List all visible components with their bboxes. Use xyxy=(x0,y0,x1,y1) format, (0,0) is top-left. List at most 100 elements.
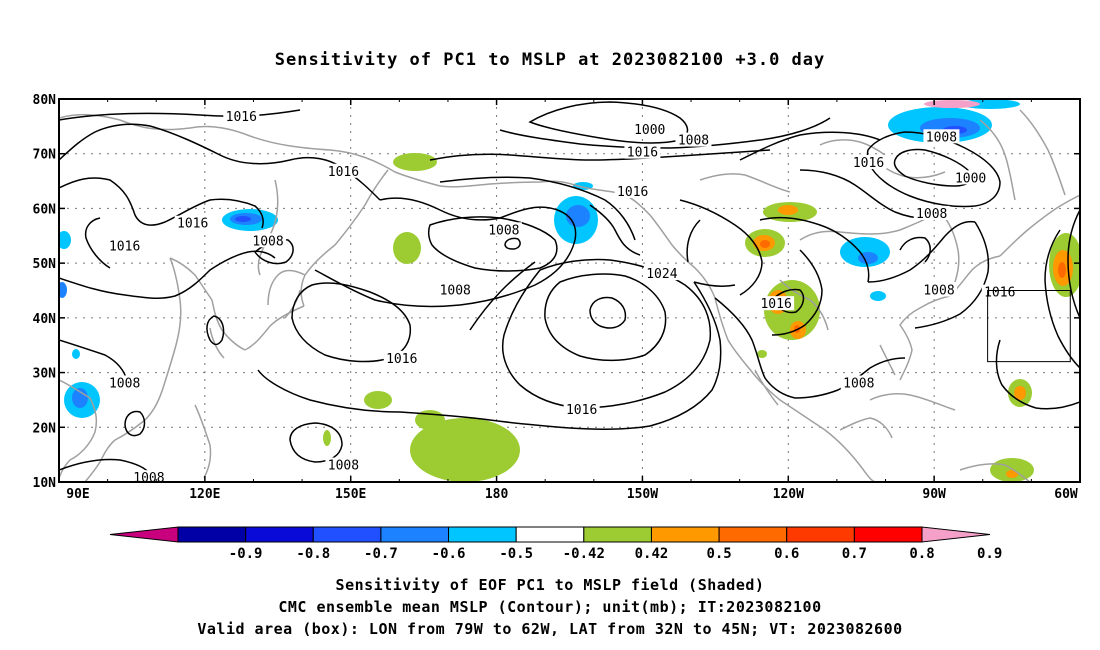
colorbar-label: -0.7 xyxy=(364,546,398,562)
contour-label: 1016 xyxy=(566,403,597,418)
colorbar-swatch xyxy=(853,526,923,543)
contour-label: 1016 xyxy=(627,146,658,161)
footer-line-2: CMC ensemble mean MSLP (Contour); unit(m… xyxy=(278,598,822,616)
colorbar-label: -0.6 xyxy=(432,546,466,562)
colorbar-swatch xyxy=(380,526,450,543)
contour-label-bg xyxy=(981,284,1018,299)
contour-label-bg xyxy=(485,222,522,237)
contour-label: 1016 xyxy=(1084,201,1100,216)
colorbar-swatch xyxy=(177,526,247,543)
colorbar-label: 0.7 xyxy=(842,546,867,562)
contour-label-bg xyxy=(325,457,362,472)
contour-label-bg xyxy=(1081,200,1100,214)
contour-label-bg xyxy=(840,375,877,390)
contour-label-bg xyxy=(614,184,651,199)
contour-label: 1008 xyxy=(109,377,140,392)
contour-label-bg xyxy=(675,132,712,147)
colorbar-label: 0.42 xyxy=(635,546,669,562)
contour-label: 1008 xyxy=(923,284,954,299)
colorbar-swatch xyxy=(312,526,382,543)
contour-label-bg xyxy=(106,238,143,253)
contour-labels: 1016 1016 1016 1016 1008 1008 1008 1016 1008 1008… xyxy=(106,109,1100,486)
lon-tick-label: 60W xyxy=(1054,487,1078,502)
valid-area-box xyxy=(987,290,1071,363)
lon-tick-label: 120W xyxy=(773,487,804,502)
contour-label-bg xyxy=(106,375,143,390)
lat-tick-label: 10N xyxy=(33,476,57,491)
colorbar-label: -0.42 xyxy=(563,546,605,562)
colorbar-swatch xyxy=(583,526,652,543)
contour-label: 1016 xyxy=(984,286,1015,301)
contour-label: 1016 xyxy=(177,217,208,232)
colorbar-label: 0.5 xyxy=(706,546,731,562)
lat-tick-label: 70N xyxy=(33,148,57,163)
colorbar-swatch xyxy=(448,526,517,543)
contour-label: 1000 xyxy=(634,123,665,138)
lon-tick-label: 150E xyxy=(335,487,366,502)
map-title: Sensitivity of PC1 to MSLP at 2023082100… xyxy=(274,50,826,70)
contour-label-bg xyxy=(643,266,680,281)
lat-tick-label: 20N xyxy=(33,421,57,436)
contour-label-bg xyxy=(923,129,960,144)
lat-tick-label: 30N xyxy=(33,367,57,382)
lon-tick-label: 150W xyxy=(627,487,658,502)
colorbar-label: -0.8 xyxy=(296,546,330,562)
contour-label: 1024 xyxy=(646,267,677,282)
contour-label: 1016 xyxy=(386,352,417,367)
footer-line-3: Valid area (box): LON from 79W to 62W, L… xyxy=(197,620,903,638)
colorbar-swatch xyxy=(245,526,314,543)
contour-label: 1016 xyxy=(617,185,648,200)
lat-tick-label: 60N xyxy=(33,202,57,217)
contour-label: 1008 xyxy=(488,223,519,238)
contour-label: 1016 xyxy=(328,165,359,180)
contour-label-bg xyxy=(758,296,795,311)
colorbar-swatch xyxy=(786,526,855,543)
contour-label-bg xyxy=(624,144,661,159)
contour-label: 1008 xyxy=(926,130,957,145)
colorbar: -0.9 -0.8 -0.7 -0.6 -0.5 -0.42 0.42 0.5 0.6 0.7 0.… xyxy=(109,526,1002,562)
lon-tick-label: 90W xyxy=(922,487,946,502)
axis-ticks: 90E 120E 150E 180 150W 120W 90W 60W 10N 20N 30N 40N… xyxy=(33,93,1081,502)
contour-label-bg xyxy=(952,170,989,185)
contour-label: 1008 xyxy=(843,377,874,392)
contour-label-bg xyxy=(223,109,260,124)
contour-label-bg xyxy=(913,205,950,220)
contour-label-bg xyxy=(250,233,287,248)
colorbar-max-arrow xyxy=(921,526,991,543)
contour-label: 1016 xyxy=(109,240,140,255)
colorbar-label: -0.5 xyxy=(499,546,533,562)
colorbar-swatch xyxy=(650,526,720,543)
lat-tick-label: 80N xyxy=(33,93,57,108)
contour-label: 1016 xyxy=(853,156,884,171)
contour-label-bg xyxy=(437,282,474,297)
contour-label: 1008 xyxy=(133,471,164,486)
contour-label: 1016 xyxy=(226,110,257,125)
contour-label-bg xyxy=(563,401,600,416)
contour-label: 1000 xyxy=(955,171,986,186)
lon-tick-label: 90E xyxy=(66,487,89,502)
contour-label-bg xyxy=(130,470,167,482)
contour-label: 1016 xyxy=(760,297,791,312)
contour-label-bg xyxy=(850,155,887,170)
lat-tick-label: 40N xyxy=(33,312,57,327)
lon-tick-label: 120E xyxy=(189,487,220,502)
colorbar-label: 0.8 xyxy=(909,546,934,562)
footer-caption: Sensitivity of EOF PC1 to MSLP field (Sh… xyxy=(0,574,1100,640)
contour-label: 1008 xyxy=(916,207,947,222)
contour-label-bg xyxy=(174,215,211,230)
colorbar-min-arrow xyxy=(109,526,179,543)
contour-label: 1008 xyxy=(328,459,359,474)
contour-label-bg xyxy=(325,163,362,178)
colorbar-label: -0.9 xyxy=(229,546,263,562)
contour-label: 1008 xyxy=(440,284,471,299)
contour-label-bg xyxy=(631,122,668,137)
contour-label: 1008 xyxy=(678,134,709,149)
lon-tick-label: 180 xyxy=(485,487,509,502)
contour-label: 1008 xyxy=(252,234,283,249)
lat-tick-label: 50N xyxy=(33,257,57,272)
colorbar-label: 0.9 xyxy=(977,546,1002,562)
colorbar-swatch xyxy=(515,526,585,543)
colorbar-swatch xyxy=(718,526,788,543)
contour-label-bg xyxy=(383,350,420,365)
sensitivity-map: 1016 1016 1016 1016 1008 1008 1008 1016 1008 1008… xyxy=(33,93,1100,562)
